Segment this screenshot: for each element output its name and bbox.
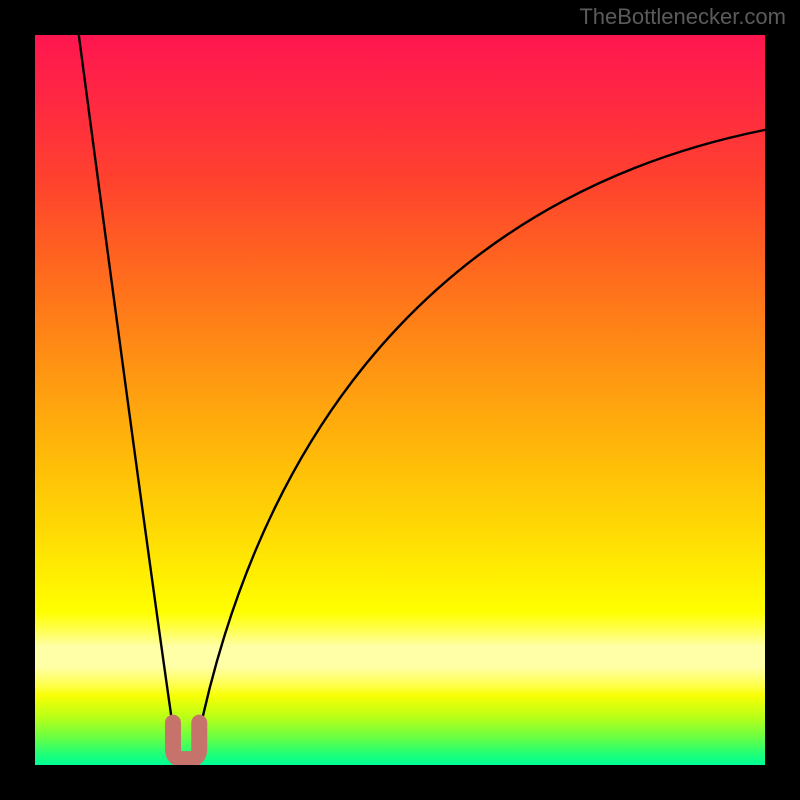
plot-area bbox=[35, 35, 765, 765]
figure-container: TheBottlenecker.com bbox=[0, 0, 800, 800]
bottleneck-marker bbox=[35, 35, 765, 765]
watermark-text: TheBottlenecker.com bbox=[579, 4, 786, 30]
